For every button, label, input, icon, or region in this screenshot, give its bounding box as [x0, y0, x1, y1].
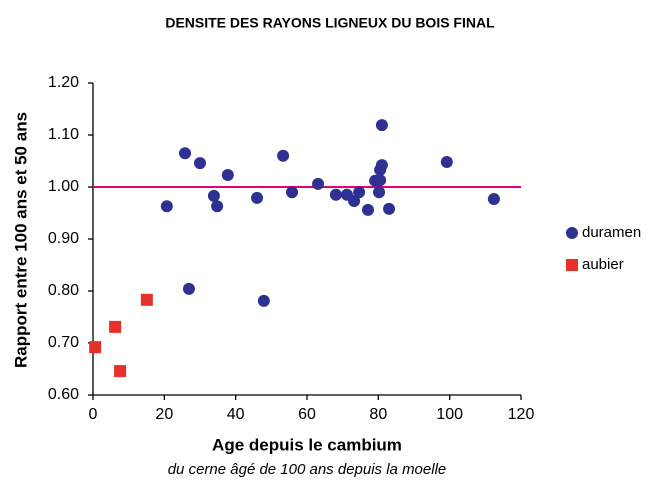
point — [221, 169, 234, 182]
y-tick-label: 1.20 — [48, 74, 79, 91]
point — [373, 186, 386, 199]
point — [440, 156, 453, 169]
point — [207, 189, 220, 202]
x-tick-label: 20 — [155, 406, 173, 423]
x-tick-label: 0 — [89, 406, 98, 423]
legend-marker — [566, 227, 578, 239]
point — [211, 200, 224, 213]
point — [179, 147, 192, 160]
point — [251, 191, 264, 204]
legend-label: duramen — [582, 224, 641, 241]
legend-marker — [566, 259, 578, 271]
point — [487, 192, 500, 205]
y-axis-label: Rapport entre 100 ans et 50 ans — [11, 112, 30, 368]
point — [257, 294, 270, 307]
y-tick-label: 1.00 — [48, 178, 79, 195]
y-tick-label: 0.80 — [48, 282, 79, 299]
x-tick-label: 60 — [298, 406, 316, 423]
y-tick-label: 0.90 — [48, 230, 79, 247]
x-tick-label: 100 — [436, 406, 463, 423]
point — [109, 320, 122, 333]
point — [286, 186, 299, 199]
x-axis-label: Age depuis le cambium — [212, 435, 402, 454]
y-tick-label: 0.60 — [48, 386, 79, 403]
subtitle: du cerne âgé de 100 ans depuis la moelle — [168, 461, 447, 478]
chart-title: DENSITE DES RAYONS LIGNEUX DU BOIS FINAL — [165, 15, 495, 31]
x-tick-label: 120 — [508, 406, 535, 423]
point — [114, 365, 127, 378]
point — [329, 188, 342, 201]
x-tick-label: 40 — [227, 406, 245, 423]
point — [361, 203, 374, 216]
legend-label: aubier — [582, 256, 624, 273]
point — [160, 200, 173, 213]
x-tick-label: 80 — [369, 406, 387, 423]
point — [374, 174, 387, 187]
point — [89, 341, 102, 354]
point — [375, 159, 388, 172]
point — [353, 186, 366, 199]
point — [140, 293, 153, 306]
y-tick-label: 1.10 — [48, 126, 79, 143]
y-tick-label: 0.70 — [48, 334, 79, 351]
point — [182, 282, 195, 295]
point — [312, 177, 325, 190]
point — [277, 149, 290, 162]
point — [348, 195, 361, 208]
point — [383, 202, 396, 215]
point — [194, 157, 206, 170]
point — [375, 119, 388, 132]
